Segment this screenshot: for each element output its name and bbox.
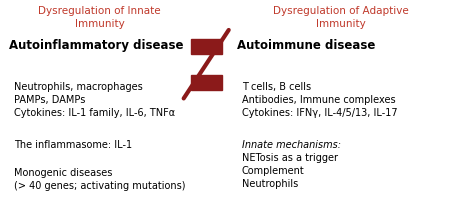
Text: Antibodies, Immune complexes: Antibodies, Immune complexes (242, 95, 395, 105)
Text: Neutrophils, macrophages: Neutrophils, macrophages (14, 82, 143, 92)
Text: Complement: Complement (242, 166, 304, 176)
FancyBboxPatch shape (191, 39, 221, 54)
Text: (> 40 genes; activating mutations): (> 40 genes; activating mutations) (14, 181, 186, 191)
Text: Cytokines: IFNγ, IL-4/5/13, IL-17: Cytokines: IFNγ, IL-4/5/13, IL-17 (242, 108, 397, 118)
Text: T cells, B cells: T cells, B cells (242, 82, 311, 92)
Text: Autoinflammatory disease: Autoinflammatory disease (9, 39, 184, 52)
FancyBboxPatch shape (191, 75, 221, 90)
Text: Dysregulation of Innate
Immunity: Dysregulation of Innate Immunity (38, 6, 161, 29)
Text: Innate mechanisms:: Innate mechanisms: (242, 140, 341, 150)
Text: Neutrophils: Neutrophils (242, 179, 298, 189)
Text: Dysregulation of Adaptive
Immunity: Dysregulation of Adaptive Immunity (273, 6, 409, 29)
Text: PAMPs, DAMPs: PAMPs, DAMPs (14, 95, 86, 105)
Text: Autoimmune disease: Autoimmune disease (237, 39, 375, 52)
Text: Cytokines: IL-1 family, IL-6, TNFα: Cytokines: IL-1 family, IL-6, TNFα (14, 108, 175, 118)
Text: Monogenic diseases: Monogenic diseases (14, 168, 113, 178)
Text: NETosis as a trigger: NETosis as a trigger (242, 153, 338, 163)
Text: The inflammasome: IL-1: The inflammasome: IL-1 (14, 140, 132, 150)
